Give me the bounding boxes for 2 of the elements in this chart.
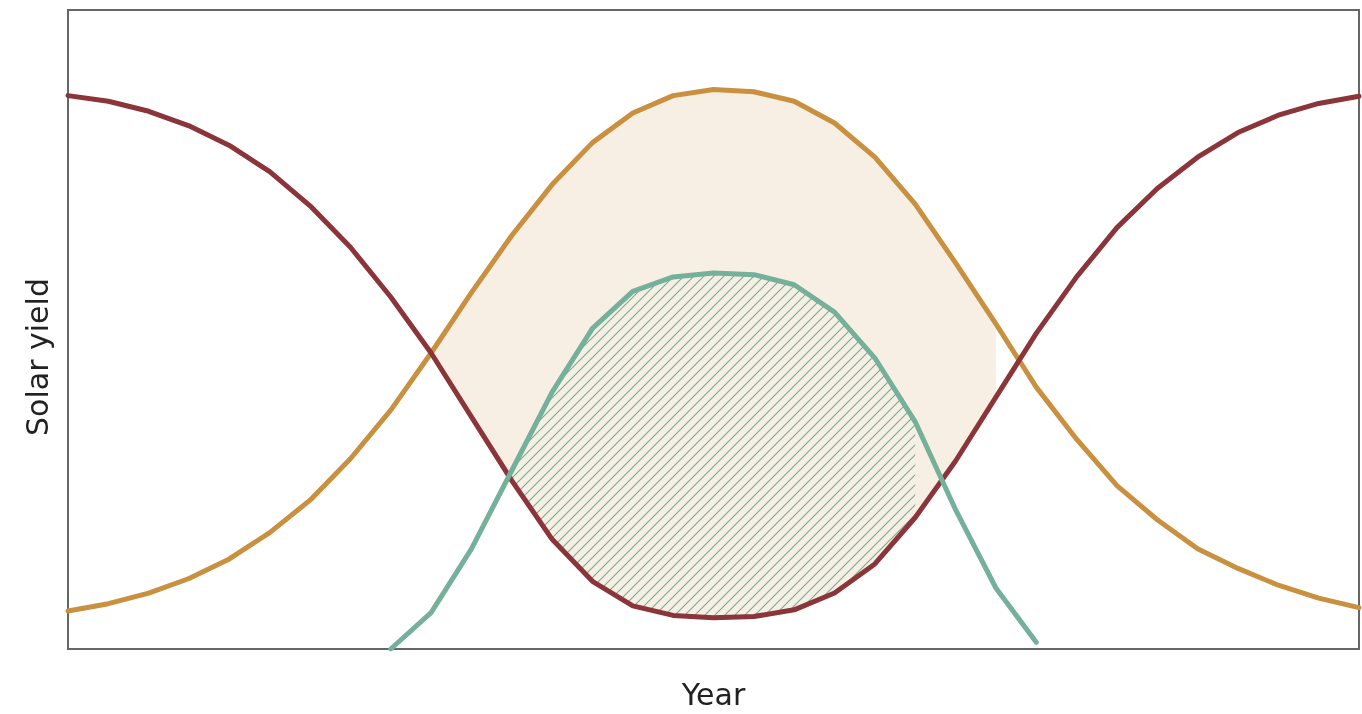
x-axis-title: Year	[680, 676, 746, 712]
y-axis-title: Solar yield	[19, 278, 55, 436]
